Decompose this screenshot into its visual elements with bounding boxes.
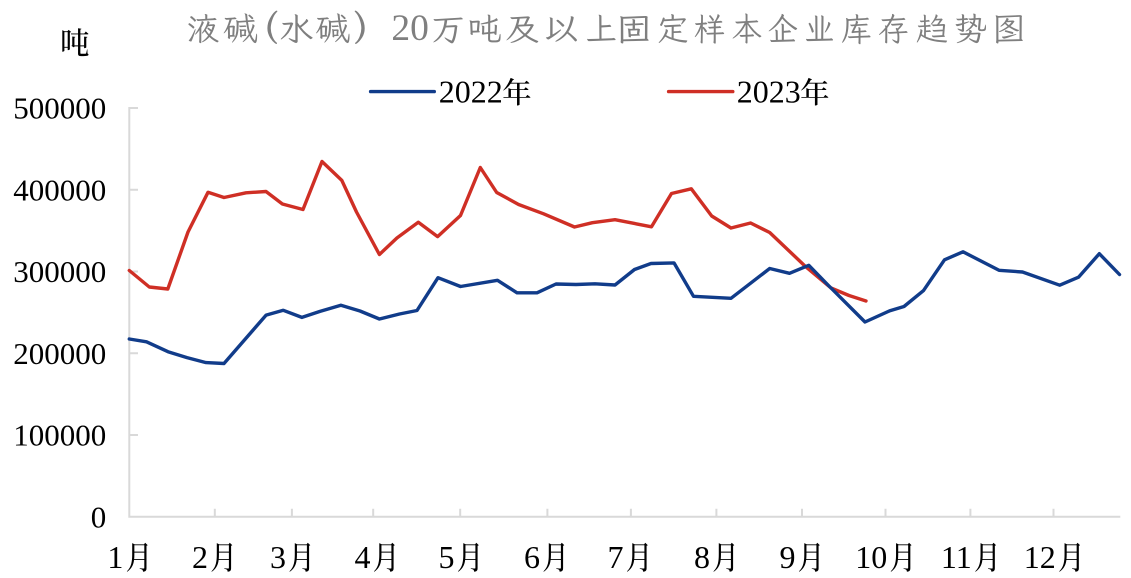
- svg-text:100000: 100000: [13, 418, 106, 453]
- svg-text:20: 20: [391, 8, 429, 49]
- svg-text:7: 7: [608, 539, 624, 575]
- svg-text:3: 3: [270, 539, 286, 575]
- svg-text:1: 1: [107, 539, 123, 575]
- svg-text:6: 6: [524, 539, 540, 575]
- svg-text:300000: 300000: [13, 254, 106, 289]
- svg-text:2023: 2023: [737, 74, 801, 110]
- svg-text:500000: 500000: [13, 91, 106, 126]
- svg-text:12: 12: [1024, 539, 1056, 575]
- svg-text:5: 5: [439, 539, 455, 575]
- svg-text:2022: 2022: [439, 74, 503, 110]
- svg-text:10: 10: [855, 539, 887, 575]
- svg-text:8: 8: [694, 539, 710, 575]
- svg-text:200000: 200000: [13, 336, 106, 371]
- svg-text:400000: 400000: [13, 172, 106, 207]
- svg-text:11: 11: [941, 539, 972, 575]
- svg-text:9: 9: [780, 539, 796, 575]
- svg-text:4: 4: [355, 539, 371, 575]
- svg-text:2: 2: [192, 539, 208, 575]
- svg-text:0: 0: [91, 499, 107, 534]
